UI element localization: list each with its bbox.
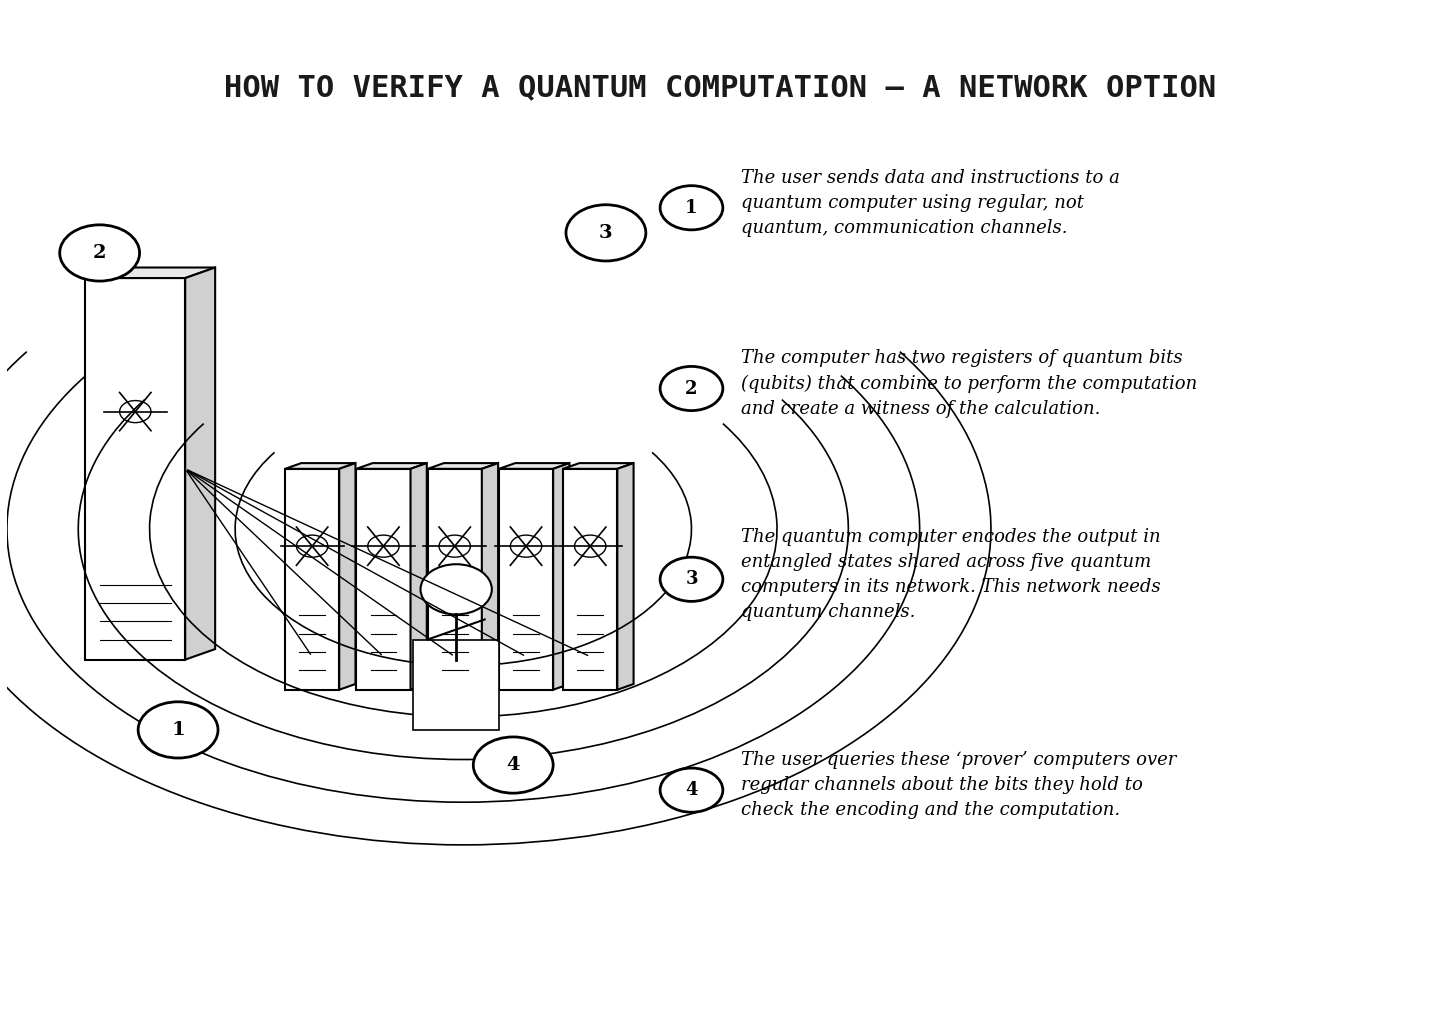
Polygon shape <box>498 469 553 690</box>
Polygon shape <box>428 469 482 690</box>
Polygon shape <box>85 268 215 278</box>
Circle shape <box>566 205 647 261</box>
Text: 1: 1 <box>171 721 184 739</box>
Polygon shape <box>428 463 498 469</box>
Circle shape <box>660 557 723 602</box>
Text: HOW TO VERIFY A QUANTUM COMPUTATION – A NETWORK OPTION: HOW TO VERIFY A QUANTUM COMPUTATION – A … <box>223 72 1217 102</box>
Text: 3: 3 <box>685 570 698 588</box>
Text: The user queries these ‘prover’ computers over
regular channels about the bits t: The user queries these ‘prover’ computer… <box>742 751 1176 819</box>
Circle shape <box>660 366 723 410</box>
Polygon shape <box>285 463 356 469</box>
Circle shape <box>660 768 723 812</box>
Polygon shape <box>340 463 356 690</box>
Polygon shape <box>285 469 340 690</box>
Text: The user sends data and instructions to a
quantum computer using regular, not
qu: The user sends data and instructions to … <box>742 169 1120 237</box>
Text: 3: 3 <box>599 224 613 242</box>
Polygon shape <box>563 463 634 469</box>
Polygon shape <box>186 268 215 660</box>
Text: 4: 4 <box>507 756 520 774</box>
Polygon shape <box>356 463 426 469</box>
Text: 2: 2 <box>685 380 698 397</box>
Polygon shape <box>498 463 569 469</box>
Text: The quantum computer encodes the output in
entangled states shared across five q: The quantum computer encodes the output … <box>742 527 1161 621</box>
Polygon shape <box>482 463 498 690</box>
Text: The computer has two registers of quantum bits
(qubits) that combine to perform : The computer has two registers of quantu… <box>742 349 1198 417</box>
Circle shape <box>59 225 140 281</box>
Text: 2: 2 <box>94 244 107 262</box>
Text: 1: 1 <box>685 199 698 217</box>
Circle shape <box>474 737 553 793</box>
Polygon shape <box>85 278 186 660</box>
Polygon shape <box>410 463 426 690</box>
Circle shape <box>420 564 492 615</box>
Polygon shape <box>356 469 410 690</box>
Polygon shape <box>618 463 634 690</box>
Polygon shape <box>553 463 569 690</box>
Polygon shape <box>413 639 498 730</box>
Circle shape <box>138 701 217 758</box>
Text: 4: 4 <box>685 781 698 799</box>
Polygon shape <box>563 469 618 690</box>
Circle shape <box>660 185 723 230</box>
